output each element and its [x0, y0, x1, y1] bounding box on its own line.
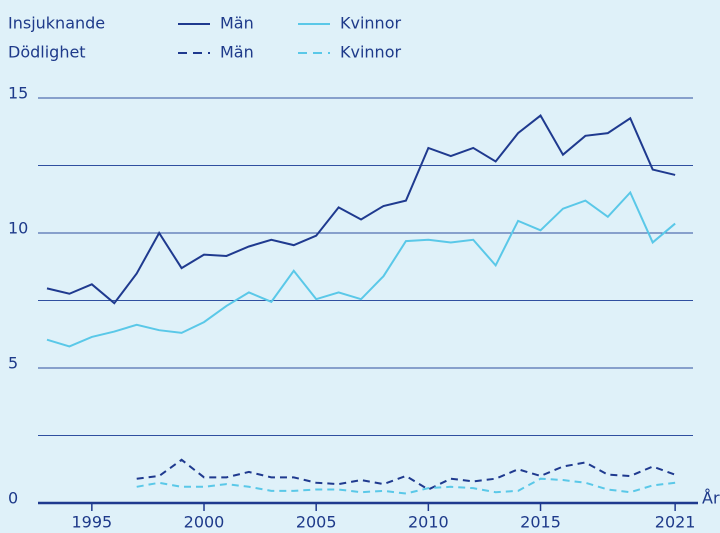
legend-group: Dödlighet: [8, 43, 86, 62]
legend-label: Kvinnor: [340, 43, 401, 62]
x-tick-label: 2021: [655, 513, 696, 532]
x-tick-label: 2015: [520, 513, 561, 532]
legend-label: Kvinnor: [340, 14, 401, 33]
legend-label: Män: [220, 43, 254, 62]
y-tick-label: 10: [8, 219, 28, 238]
y-tick-label: 0: [8, 489, 18, 508]
line-series: [136, 458, 676, 491]
y-tick-label: 15: [8, 84, 28, 103]
x-tick-label: 2005: [296, 513, 337, 532]
legend-label: Män: [220, 14, 254, 33]
x-tick-label: 1995: [71, 513, 112, 532]
x-tick-label: 2010: [408, 513, 449, 532]
line-series: [46, 114, 676, 305]
x-tick-label: 2000: [184, 513, 225, 532]
line-series: [136, 477, 676, 495]
legend-group: Insjuknande: [8, 14, 105, 33]
x-axis-label: År: [702, 489, 720, 508]
y-tick-label: 5: [8, 354, 18, 373]
line-series: [46, 190, 676, 348]
